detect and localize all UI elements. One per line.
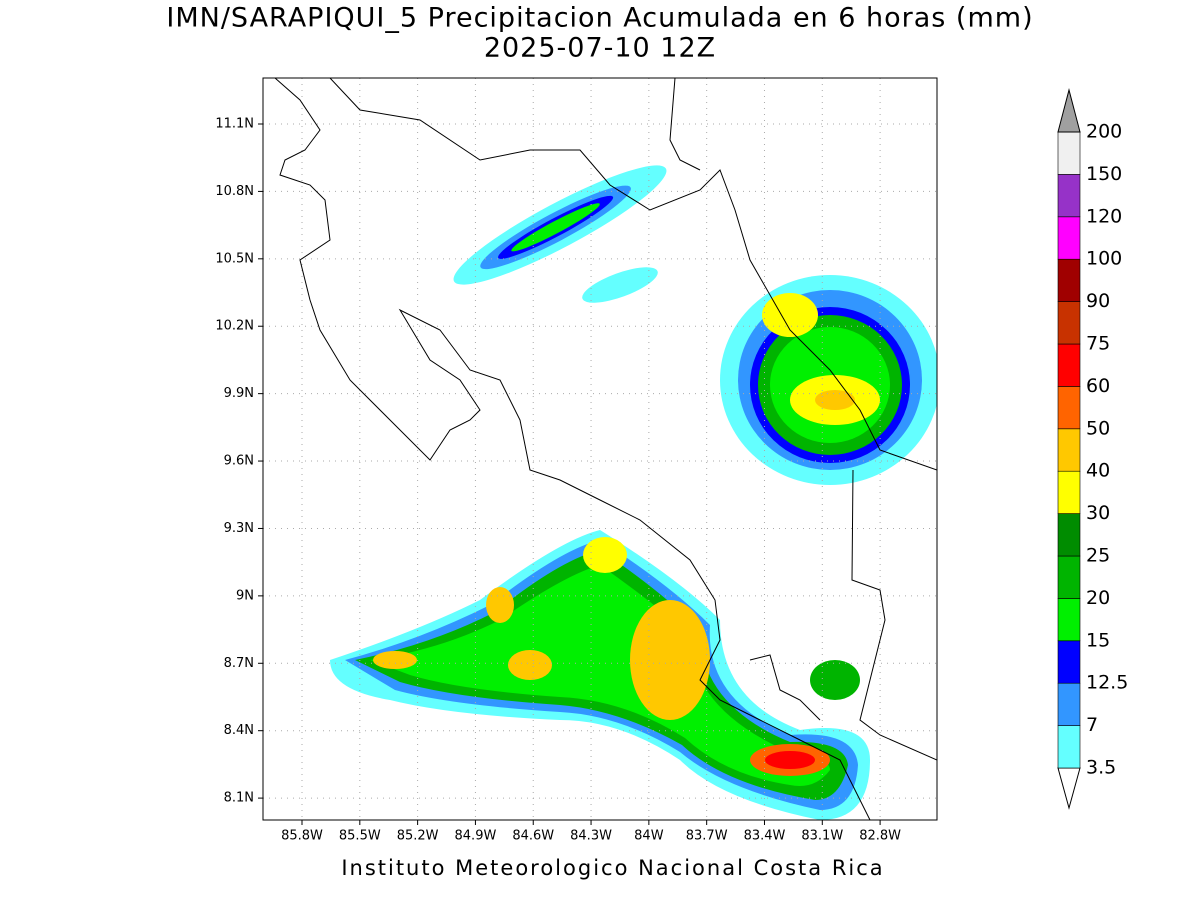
lon-tick-label: 85.2W [397, 829, 439, 844]
colorbar: 3.5 7 12.5 15 20 25 30 40 50 60 75 90 100 120 150 200 [1057, 88, 1128, 810]
colorbar-label: 120 [1086, 205, 1122, 227]
colorbar-label: 40 [1086, 460, 1110, 482]
colorbar-box [1057, 682, 1081, 726]
colorbar-label: 75 [1086, 333, 1110, 355]
colorbar-label: 3.5 [1086, 757, 1116, 779]
precipitation-field [330, 165, 937, 820]
colorbar-box [1057, 131, 1081, 175]
colorbar-box [1057, 301, 1081, 345]
coastlines [274, 78, 937, 820]
colorbar-box [1057, 258, 1081, 302]
lon-tick-label: 82.8W [859, 829, 901, 844]
colorbar-box [1057, 470, 1081, 514]
colorbar-box [1057, 428, 1081, 472]
graticule: 11.1N 10.8N 10.5N 10.2N 9.9N 9.6N 9.3N 9N 8.7N 8.… [215, 78, 937, 844]
lat-tick-label: 11.1N [215, 117, 254, 132]
title: IMN/SARAPIQUI_5 Precipitacion Acumulada … [166, 3, 1033, 34]
lon-tick-label: 84W [634, 829, 664, 844]
lon-tick-label: 83.4W [744, 829, 786, 844]
lat-tick-label: 8.7N [224, 656, 254, 671]
colorbar-box [1057, 386, 1081, 430]
colorbar-box [1057, 513, 1081, 557]
footer: Instituto Meteorologico Nacional Costa R… [341, 856, 884, 880]
colorbar-box [1057, 343, 1081, 387]
colorbar-arrow [1057, 767, 1081, 810]
colorbar-label: 90 [1086, 290, 1110, 312]
lon-tick-label: 85.5W [339, 829, 381, 844]
colorbar-box [1057, 216, 1081, 260]
colorbar-box [1057, 598, 1081, 642]
colorbar-label: 7 [1086, 714, 1098, 736]
colorbar-arrow [1057, 88, 1081, 133]
colorbar-label: 150 [1086, 163, 1122, 185]
colorbar-box [1057, 725, 1081, 769]
colorbar-label: 100 [1086, 248, 1122, 270]
lon-tick-label: 85.8W [281, 829, 323, 844]
colorbar-label: 12.5 [1086, 672, 1128, 694]
colorbar-label: 200 [1086, 121, 1122, 143]
lat-tick-label: 10.2N [215, 319, 254, 334]
lon-tick-label: 83.1W [801, 829, 843, 844]
lon-tick-label: 84.9W [455, 829, 497, 844]
colorbar-label: 30 [1086, 502, 1110, 524]
colorbar-label: 15 [1086, 629, 1110, 651]
lon-tick-label: 84.3W [570, 829, 612, 844]
lat-tick-label: 9.6N [224, 454, 254, 469]
lat-tick-label: 8.1N [224, 791, 254, 806]
colorbar-label: 50 [1086, 417, 1110, 439]
colorbar-label: 60 [1086, 375, 1110, 397]
lon-tick-label: 83.7W [686, 829, 728, 844]
lat-tick-label: 8.4N [224, 723, 254, 738]
lat-tick-label: 9.3N [224, 521, 254, 536]
lat-tick-label: 10.8N [215, 184, 254, 199]
subtitle: 2025-07-10 12Z [484, 33, 716, 64]
map-frame [262, 77, 938, 821]
colorbar-box [1057, 555, 1081, 599]
lat-tick-label: 10.5N [215, 251, 254, 266]
lat-tick-label: 9.9N [224, 386, 254, 401]
colorbar-label: 20 [1086, 587, 1110, 609]
colorbar-box [1057, 174, 1081, 218]
lat-tick-label: 9N [236, 588, 254, 603]
colorbar-box [1057, 640, 1081, 684]
lon-tick-label: 84.6W [512, 829, 554, 844]
colorbar-label: 25 [1086, 545, 1110, 567]
